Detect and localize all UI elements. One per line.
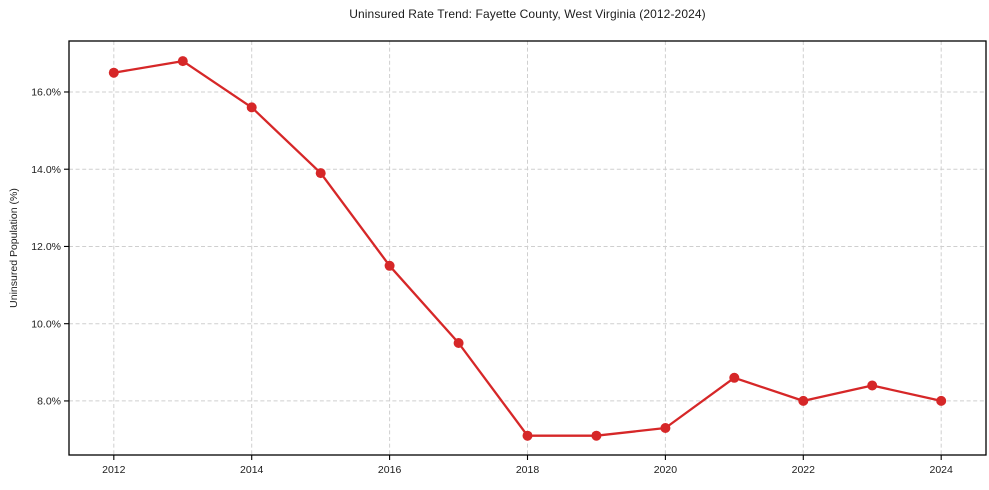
y-tick-label: 12.0%	[31, 241, 61, 253]
data-point	[453, 338, 464, 348]
data-point	[522, 430, 533, 441]
chart-title: Uninsured Rate Trend: Fayette County, We…	[349, 7, 706, 21]
y-tick-label: 16.0%	[31, 87, 61, 99]
y-tick-label: 8.0%	[37, 396, 61, 408]
x-tick-label: 2012	[102, 464, 126, 476]
x-tick-label: 2016	[378, 464, 402, 476]
data-point	[591, 430, 602, 441]
x-tick-label: 2022	[792, 464, 816, 476]
data-point	[246, 102, 257, 113]
y-tick-label: 10.0%	[31, 318, 61, 330]
x-tick-label: 2024	[930, 464, 954, 476]
data-point	[867, 380, 878, 391]
x-tick-label: 2014	[240, 464, 264, 476]
data-point	[177, 56, 188, 67]
x-tick-label: 2018	[516, 464, 540, 476]
data-point	[798, 395, 809, 406]
data-point	[936, 395, 947, 406]
y-tick-label: 14.0%	[31, 164, 61, 176]
data-point	[108, 67, 119, 78]
data-point	[729, 372, 740, 383]
x-tick-label: 2020	[654, 464, 678, 476]
data-point	[384, 260, 395, 271]
data-point	[315, 168, 326, 179]
data-point	[660, 423, 671, 433]
